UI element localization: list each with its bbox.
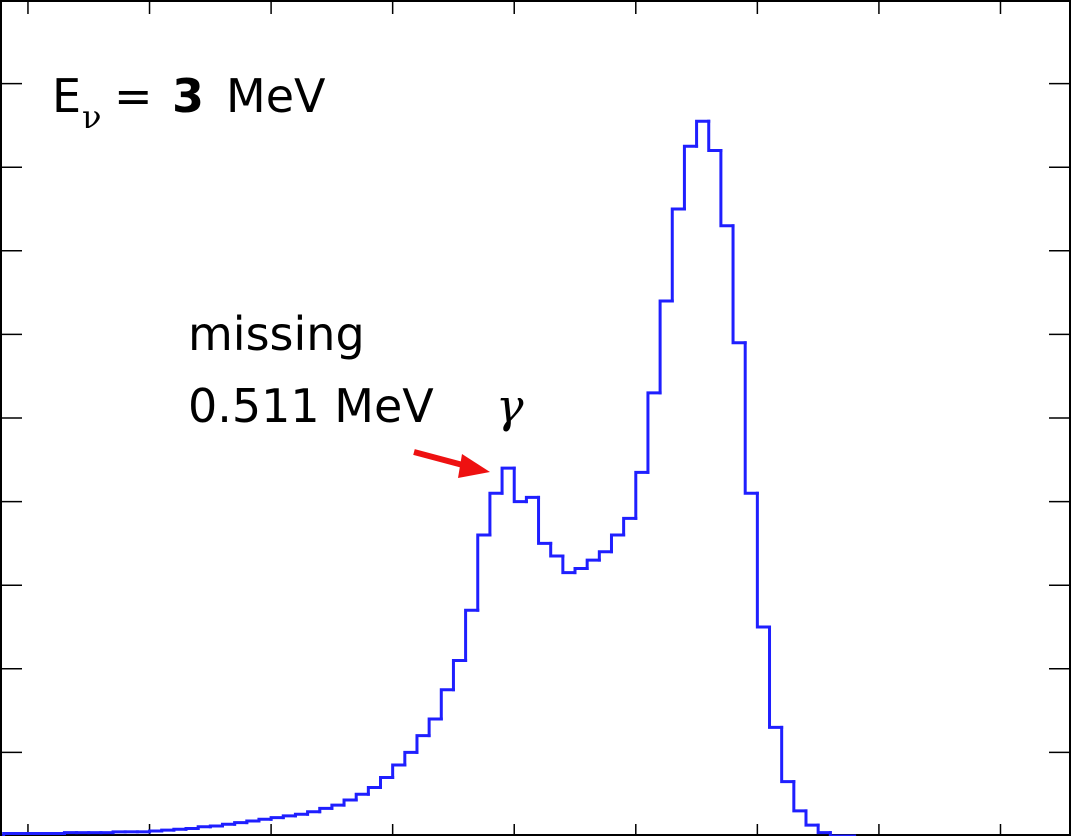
histogram-step [233, 821, 249, 826]
histogram-step [427, 717, 443, 738]
energy-value: 3 [172, 69, 204, 123]
histogram-step [2, 831, 18, 836]
histogram-step [695, 119, 711, 148]
histogram-step [330, 803, 346, 810]
histogram-step [391, 763, 407, 779]
histogram-step [768, 625, 784, 729]
histogram-step [196, 825, 212, 830]
histogram-step [792, 780, 808, 813]
histogram-step [464, 608, 480, 662]
gamma-energy-label: 0.511 MeV [188, 379, 434, 433]
histogram-step [208, 824, 224, 829]
histogram-step [707, 119, 723, 152]
energy-subscript: ν [82, 98, 101, 136]
histogram-step [816, 823, 832, 835]
histogram-step [451, 658, 468, 692]
histogram-step [804, 809, 820, 827]
histogram-step [658, 299, 674, 395]
histogram-step [148, 829, 164, 834]
histogram-step [306, 810, 322, 816]
histogram-step [634, 470, 650, 520]
histogram-step [670, 207, 686, 303]
histogram-step [646, 391, 662, 474]
histogram-step [439, 688, 455, 721]
histogram-step [257, 817, 273, 823]
histogram-step [160, 828, 176, 833]
histogram-step [379, 775, 395, 790]
histogram-step [488, 491, 504, 537]
equals-sign: = [114, 69, 153, 123]
histogram-step [245, 819, 261, 825]
histogram-step [731, 224, 747, 345]
gamma-symbol: γ [496, 379, 524, 433]
histogram-step [415, 734, 431, 754]
arrow [413, 449, 490, 478]
energy-unit: MeV [226, 69, 326, 123]
histogram-step [597, 550, 613, 562]
histogram-step [500, 466, 516, 495]
histogram-step [524, 495, 541, 504]
histogram-step [828, 831, 844, 836]
histogram-step [537, 495, 553, 545]
histogram-step [512, 466, 528, 504]
histogram-step [220, 822, 237, 828]
histogram-step [476, 533, 492, 612]
histogram-step [318, 806, 334, 814]
histogram-step [111, 830, 127, 835]
energy-symbol: E [52, 69, 81, 123]
histogram-step [342, 798, 358, 807]
histogram-step [573, 566, 589, 575]
histogram-step [281, 814, 297, 820]
histogram-step [561, 554, 577, 575]
histogram-step [743, 341, 759, 495]
histogram-step [609, 533, 626, 554]
histogram-step [403, 750, 419, 767]
histogram-step [172, 827, 188, 832]
missing-label: missing [188, 307, 365, 361]
histogram-step [682, 144, 699, 211]
histogram-step [755, 491, 772, 629]
arrow-head [458, 454, 490, 478]
histogram-step [780, 725, 796, 784]
histogram-step [585, 558, 601, 570]
histogram-step [62, 831, 79, 835]
histogram-step [354, 792, 370, 802]
histogram-step [269, 816, 285, 821]
histogram-step [184, 826, 200, 831]
histogram-step [293, 812, 310, 818]
histogram-step [549, 541, 565, 558]
histogram-step [622, 516, 638, 537]
histogram-step [366, 786, 383, 796]
histogram-step [719, 148, 735, 228]
